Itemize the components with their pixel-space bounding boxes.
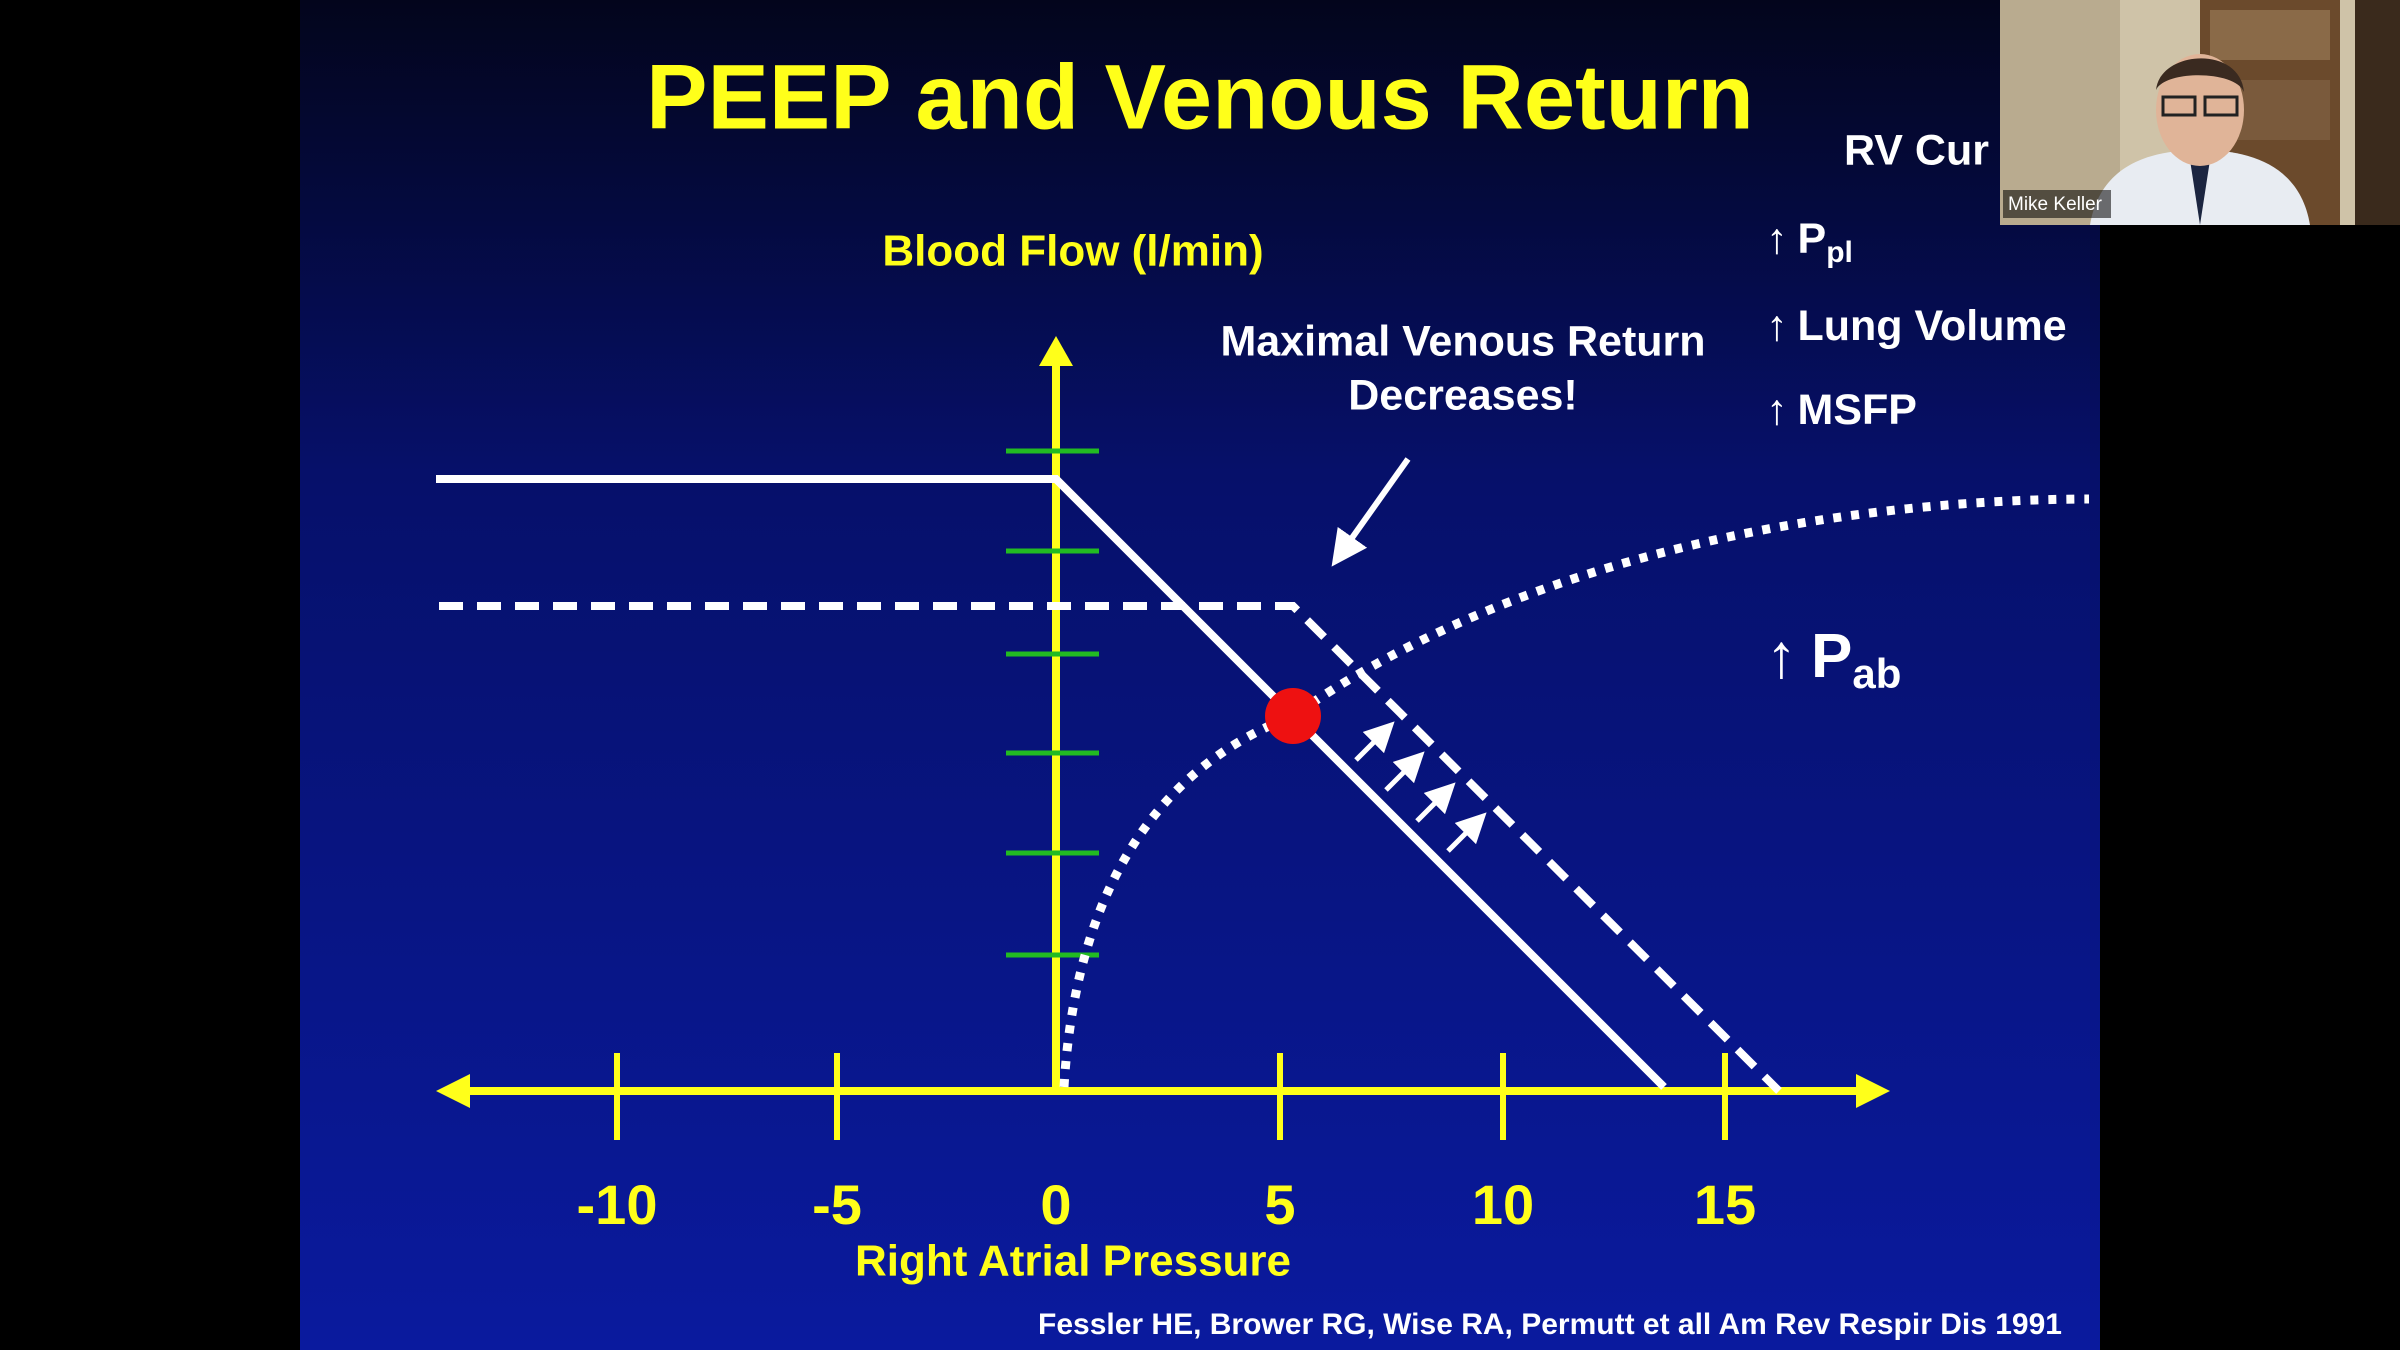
factor: ↑ Ppl — [1766, 215, 1853, 269]
up-arrow: ↑ — [1766, 215, 1788, 263]
slide-title: PEEP and Venous Return — [646, 46, 1754, 148]
factor-text: Lung Volume — [1798, 302, 2067, 350]
factor: ↑ Lung Volume — [1766, 302, 2067, 350]
up-arrow: ↑ — [1766, 302, 1788, 350]
annotation-line: Maximal Venous Return — [1220, 317, 1705, 365]
x-tick-label: 15 — [1694, 1173, 1756, 1236]
glasses — [2203, 95, 2239, 117]
citation: Fessler HE, Brower RG, Wise RA, Permutt … — [1038, 1308, 2062, 1341]
shelf-books — [2210, 10, 2330, 60]
x-tick-label: 0 — [1040, 1173, 1071, 1236]
shift-arrow — [1446, 812, 1487, 853]
venous-return-curve — [436, 475, 1667, 1090]
glasses — [2161, 95, 2197, 117]
operating-point — [1265, 688, 1321, 744]
axis-arrow — [1856, 1074, 1890, 1108]
side-heading: RV Cur — [1844, 126, 1989, 174]
participant-name: Mike Keller — [2008, 194, 2103, 215]
x-tick-label: 10 — [1472, 1173, 1534, 1236]
factor-text: P — [1811, 622, 1852, 691]
participant-video: Mike Keller — [2000, 0, 2400, 225]
face — [2156, 54, 2244, 166]
x-tick-label: -5 — [812, 1173, 862, 1236]
shift-arrow — [1415, 782, 1456, 823]
axis-arrow — [1039, 336, 1073, 366]
factor-subscript: ab — [1852, 650, 1901, 697]
axis-arrow — [436, 1074, 470, 1108]
wall — [2000, 0, 2120, 225]
annotation-arrow — [1331, 457, 1411, 567]
peep-venous-return-curve — [439, 602, 1782, 1094]
x-tick-label: 5 — [1264, 1173, 1295, 1236]
shift-arrows — [1354, 721, 1487, 853]
annotation-line: Decreases! — [1348, 371, 1578, 419]
x-tick-label: -10 — [577, 1173, 658, 1236]
x-axis-label: Right Atrial Pressure — [855, 1237, 1291, 1286]
shift-arrow — [1384, 751, 1425, 792]
factor-text: P — [1798, 215, 1827, 263]
factor: ↑ MSFP — [1766, 386, 1917, 434]
y-axis-label: Blood Flow (l/min) — [882, 227, 1263, 276]
factor-text: MSFP — [1798, 386, 1917, 434]
factor-list: ↑ Ppl↑ Lung Volume↑ MSFP — [1766, 215, 2067, 434]
slide — [300, 0, 2100, 1350]
doorframe — [2355, 0, 2400, 225]
tie — [2190, 160, 2210, 225]
up-arrow: ↑ — [1766, 622, 1797, 691]
hair — [2156, 58, 2244, 92]
up-arrow: ↑ — [1766, 386, 1788, 434]
cardiac-function-curve — [1059, 494, 2090, 1088]
name-tag — [2003, 190, 2111, 218]
shift-arrow — [1354, 721, 1395, 762]
factor-subscript: pl — [1826, 236, 1853, 269]
abdominal-pressure: ↑ Pab — [1766, 622, 1901, 697]
